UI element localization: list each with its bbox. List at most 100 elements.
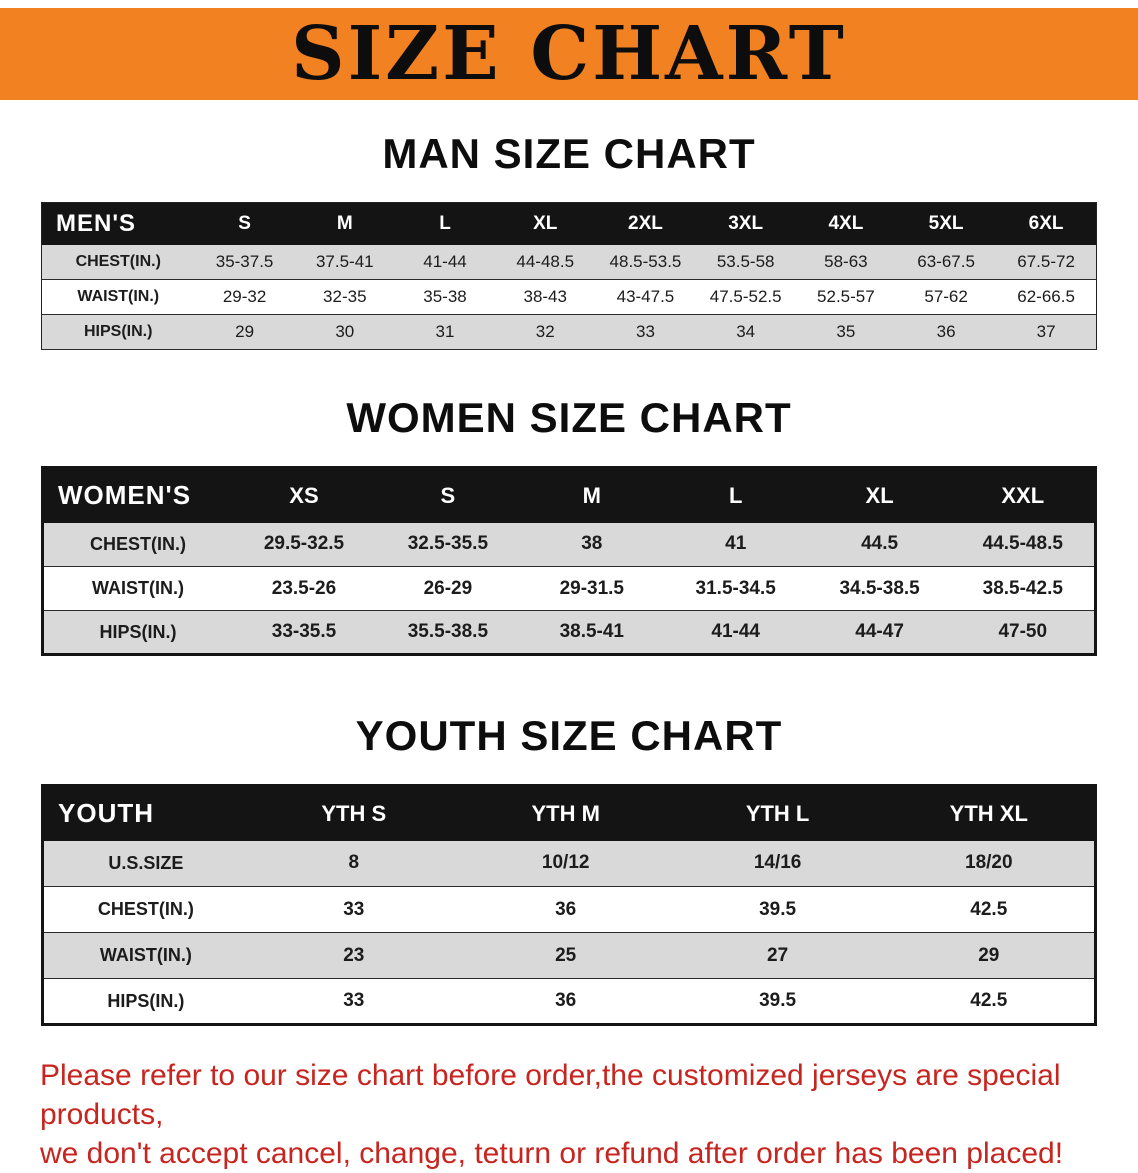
size-column-header: S bbox=[375, 467, 520, 523]
size-value-cell: 39.5 bbox=[759, 898, 797, 920]
mens-size-table: MEN'S S M L XL 2XL 3XL 4XL 5XL 6XL CHEST(IN.) 35-37… bbox=[41, 202, 1097, 350]
size-value-cell: 41-44 bbox=[711, 621, 760, 642]
row-label-cell: CHEST(IN.) bbox=[90, 533, 187, 554]
size-column-header: XL bbox=[807, 467, 952, 523]
size-value-cell: 32.5-35.5 bbox=[407, 533, 489, 555]
size-value-cell: 27 bbox=[767, 944, 789, 966]
size-value-cell: 29 bbox=[978, 944, 1000, 966]
row-label-cell: WAIST(IN.) bbox=[99, 945, 192, 965]
disclaimer-line-2: we don't accept cancel, change, teturn o… bbox=[40, 1137, 1064, 1170]
table-title-cell: YOUTH bbox=[42, 785, 248, 841]
size-value-cell: 38-43 bbox=[523, 287, 567, 306]
women-size-chart-heading: WOMEN SIZE CHART bbox=[346, 394, 792, 441]
size-value-cell: 10/12 bbox=[541, 852, 590, 874]
size-value-cell: 38.5-42.5 bbox=[982, 577, 1063, 599]
table-row: CHEST(IN.) 35-37.5 37.5-41 41-44 44-48.5 48.5… bbox=[41, 244, 1097, 280]
order-disclaimer: Please refer to our size chart before or… bbox=[0, 1056, 1138, 1173]
table-row: CHEST(IN.) 33 36 39.5 42.5 bbox=[42, 886, 1096, 933]
table-row: U.S.SIZE 8 10/12 14/16 18/20 bbox=[42, 840, 1096, 887]
size-value-cell: 36 bbox=[555, 898, 577, 920]
row-label-cell: HIPS(IN.) bbox=[107, 990, 185, 1011]
size-chart-banner: SIZE CHART bbox=[0, 8, 1138, 100]
size-value-cell: 23 bbox=[343, 944, 365, 966]
size-value-cell: 34.5-38.5 bbox=[839, 577, 920, 599]
size-chart-title: SIZE CHART bbox=[291, 11, 847, 97]
size-value-cell: 33-35.5 bbox=[271, 621, 337, 642]
size-value-cell: 52.5-57 bbox=[817, 287, 875, 306]
size-value-cell: 41 bbox=[725, 533, 747, 555]
table-row: HIPS(IN.) 33-35.5 35.5-38.5 38.5-41 41-44 44-… bbox=[42, 610, 1096, 655]
size-column-header: 5XL bbox=[896, 202, 997, 245]
row-label-cell: WAIST(IN.) bbox=[92, 578, 185, 598]
size-value-cell: 25 bbox=[555, 944, 577, 966]
size-value-cell: 63-67.5 bbox=[917, 251, 975, 271]
size-column-header: M bbox=[519, 467, 664, 523]
size-value-cell: 33 bbox=[635, 322, 655, 341]
size-value-cell: 35-37.5 bbox=[215, 251, 274, 271]
size-value-cell: 48.5-53.5 bbox=[609, 251, 682, 271]
size-value-cell: 29-32 bbox=[222, 287, 267, 306]
size-column-header: 2XL bbox=[595, 202, 696, 245]
size-value-cell: 23.5-26 bbox=[271, 577, 337, 599]
size-column-header: 6XL bbox=[996, 202, 1097, 245]
size-value-cell: 36 bbox=[936, 322, 956, 341]
size-value-cell: 62-66.5 bbox=[1017, 287, 1075, 306]
size-column-header: XS bbox=[232, 467, 376, 523]
size-value-cell: 8 bbox=[348, 852, 360, 874]
size-value-cell: 29 bbox=[235, 322, 255, 341]
size-column-header: XXL bbox=[951, 467, 1096, 523]
size-column-header: 4XL bbox=[795, 202, 896, 245]
size-value-cell: 44.5 bbox=[861, 533, 899, 555]
table-row: CHEST(IN.) 29.5-32.5 32.5-35.5 38 41 44.5 44.5… bbox=[42, 522, 1096, 567]
size-value-cell: 29.5-32.5 bbox=[263, 533, 345, 555]
row-label-cell: WAIST(IN.) bbox=[77, 288, 160, 305]
size-column-header: 3XL bbox=[695, 202, 796, 245]
disclaimer-line-1: Please refer to our size chart before or… bbox=[40, 1059, 1061, 1131]
size-value-cell: 44-48.5 bbox=[516, 251, 575, 271]
table-row: HIPS(IN.) 33 36 39.5 42.5 bbox=[42, 978, 1096, 1025]
size-value-cell: 35.5-38.5 bbox=[407, 621, 489, 642]
size-value-cell: 37 bbox=[1036, 322, 1056, 341]
size-column-header: M bbox=[294, 202, 395, 245]
row-label-cell: CHEST(IN.) bbox=[97, 899, 194, 919]
size-value-cell: 42.5 bbox=[970, 990, 1008, 1011]
size-value-cell: 42.5 bbox=[970, 898, 1008, 920]
table-title-cell: MEN'S bbox=[41, 202, 195, 245]
table-header-row: WOMEN'S XS S M L XL XXL bbox=[42, 467, 1096, 523]
size-value-cell: 14/16 bbox=[753, 852, 802, 874]
size-value-cell: 47-50 bbox=[998, 621, 1048, 642]
size-value-cell: 26-29 bbox=[423, 577, 473, 599]
size-value-cell: 35 bbox=[836, 322, 856, 341]
table-row: WAIST(IN.) 29-32 32-35 35-38 38-43 43-47.5 47.… bbox=[41, 279, 1097, 315]
size-value-cell: 32 bbox=[535, 322, 555, 341]
size-value-cell: 31 bbox=[435, 322, 455, 341]
row-label-cell: HIPS(IN.) bbox=[84, 323, 153, 340]
table-row: WAIST(IN.) 23 25 27 29 bbox=[42, 932, 1096, 979]
size-value-cell: 32-35 bbox=[323, 287, 367, 306]
size-value-cell: 33 bbox=[343, 990, 365, 1011]
size-value-cell: 34 bbox=[736, 322, 756, 341]
row-label-cell: HIPS(IN.) bbox=[99, 621, 177, 642]
size-value-cell: 38.5-41 bbox=[559, 621, 625, 642]
size-value-cell: 36 bbox=[555, 990, 577, 1011]
size-value-cell: 44-47 bbox=[855, 621, 904, 642]
size-value-cell: 37.5-41 bbox=[315, 251, 374, 271]
youth-size-table: YOUTH YTH S YTH M YTH L YTH XL U.S.SIZE 8 10/12… bbox=[41, 784, 1097, 1026]
table-header-row: MEN'S S M L XL 2XL 3XL 4XL 5XL 6XL bbox=[41, 202, 1097, 245]
size-value-cell: 44.5-48.5 bbox=[982, 533, 1063, 555]
size-value-cell: 18/20 bbox=[965, 852, 1013, 874]
row-label-cell: U.S.SIZE bbox=[108, 852, 184, 873]
size-value-cell: 33 bbox=[343, 898, 365, 920]
table-row: HIPS(IN.) 29 30 31 32 33 34 35 36 37 bbox=[41, 314, 1097, 350]
size-column-header: YTH M bbox=[459, 785, 672, 841]
women-size-section: WOMEN SIZE CHART WOMEN'S XS S M L XL XXL CHEST(… bbox=[0, 394, 1138, 656]
size-value-cell: 41-44 bbox=[423, 251, 467, 271]
youth-size-chart-heading: YOUTH SIZE CHART bbox=[355, 712, 783, 759]
size-value-cell: 67.5-72 bbox=[1017, 251, 1075, 271]
size-column-header: YTH L bbox=[671, 785, 884, 841]
size-value-cell: 53.5-58 bbox=[716, 251, 775, 271]
man-size-chart-heading: MAN SIZE CHART bbox=[382, 130, 756, 177]
size-value-cell: 39.5 bbox=[759, 990, 797, 1011]
size-column-header: XL bbox=[495, 202, 596, 245]
size-column-header: L bbox=[663, 467, 808, 523]
